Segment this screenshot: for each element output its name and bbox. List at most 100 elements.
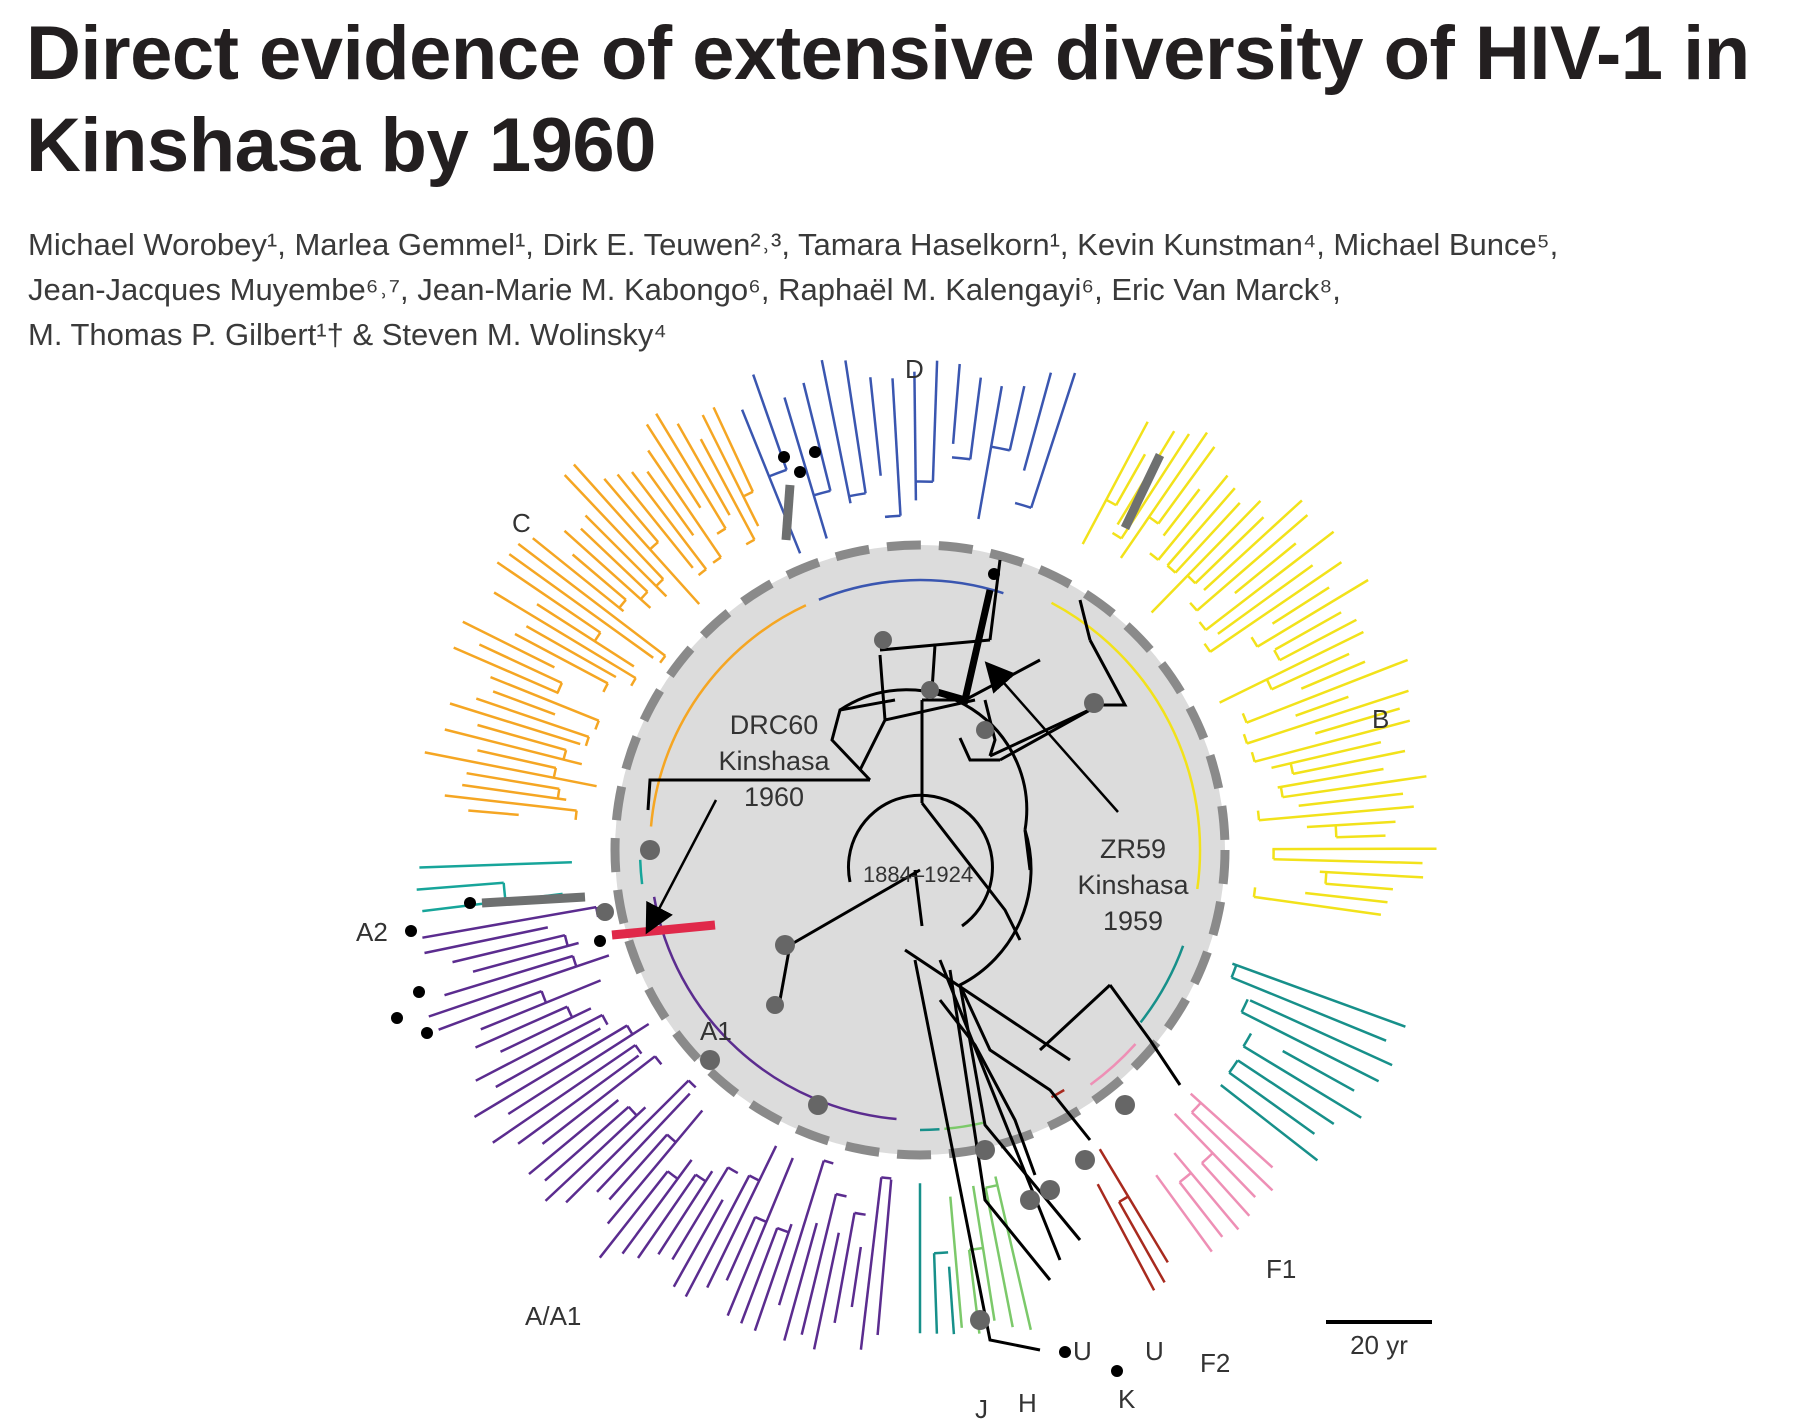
node-arc — [1279, 786, 1284, 798]
tip-branch — [1173, 1112, 1257, 1198]
tip-branch — [859, 1177, 883, 1350]
tip-branch — [833, 1212, 856, 1324]
tip-branch — [706, 1145, 778, 1289]
tip-branch — [475, 1013, 603, 1082]
tip-branch — [725, 1216, 757, 1281]
node-arc — [627, 1105, 638, 1117]
tip-branch — [1196, 514, 1309, 612]
tip-branch — [984, 1187, 1014, 1328]
drc60-arrow — [645, 799, 718, 935]
tip-branch — [1022, 372, 1053, 471]
node-arc — [854, 1211, 866, 1216]
tip-branch — [1256, 578, 1369, 648]
clade-f1-branches — [1139, 945, 1406, 1162]
tip-branch — [1253, 895, 1382, 917]
tip-branch — [1298, 792, 1404, 808]
node-arc — [687, 1079, 697, 1089]
tip-branch — [1274, 611, 1342, 651]
tip-branch — [1098, 1148, 1169, 1264]
clade-label-k: K — [1118, 1384, 1136, 1414]
tip-branch — [994, 1176, 1033, 1331]
tip-branch — [598, 1170, 669, 1259]
tip-branch — [444, 954, 574, 997]
zr59-label-line1: ZR59 — [1100, 834, 1166, 864]
node-arc — [584, 736, 590, 747]
tip-branch — [1157, 474, 1229, 561]
tip-branch — [1314, 707, 1401, 735]
node-arc — [1014, 501, 1032, 509]
clade-h-branches — [944, 1121, 1033, 1334]
tip-branch — [1200, 1162, 1251, 1217]
node-arc — [1166, 564, 1177, 574]
clade-arc — [652, 896, 897, 1121]
node-arc — [1201, 1152, 1214, 1165]
tip-branch — [1231, 962, 1406, 1028]
node-arc — [745, 538, 756, 546]
node-arc — [556, 788, 561, 799]
tip-branch — [477, 749, 557, 770]
tip-branch — [971, 1185, 996, 1321]
node-arc — [754, 1215, 767, 1224]
tip-branch — [1155, 1174, 1213, 1253]
tip-branch — [499, 1007, 592, 1053]
node-arc — [748, 1174, 760, 1182]
node-arc — [1228, 1059, 1239, 1074]
node-arc — [1149, 552, 1159, 561]
tip-branch — [1295, 695, 1349, 717]
tip-branch — [424, 751, 597, 788]
clade-label-j: J — [975, 1394, 988, 1420]
node-arc — [1190, 1101, 1202, 1114]
tip-branch — [636, 1173, 697, 1259]
node-arc — [1230, 964, 1238, 978]
clade-f2-branches — [1089, 1043, 1274, 1253]
tip-branch — [1336, 834, 1386, 839]
clade-b-branches — [1050, 421, 1437, 917]
tip-branch — [496, 561, 602, 634]
node-markers — [596, 631, 1135, 1330]
tip-branch — [608, 1133, 669, 1201]
clade-arc — [818, 578, 1004, 601]
title-line-1: Direct evidence of extensive diversity o… — [26, 11, 1750, 96]
tip-branch — [466, 771, 560, 791]
tip-branch — [1118, 1201, 1166, 1284]
tip-branch — [891, 378, 902, 516]
clade-label-u2: U — [1145, 1336, 1164, 1366]
tip-branch — [603, 477, 660, 543]
tip-branch — [544, 1106, 647, 1202]
tip-branch — [1242, 1045, 1362, 1119]
clade-arc — [1089, 1043, 1137, 1086]
tip-branch — [438, 990, 543, 1031]
clade-label-h: H — [1018, 1388, 1037, 1418]
zr59-label-line2: Kinshasa — [1077, 870, 1189, 900]
tip-branch — [492, 1044, 637, 1144]
tip-branch — [869, 377, 882, 476]
node-arc — [776, 1226, 790, 1234]
tip-branch — [676, 423, 731, 516]
node-arc — [540, 990, 548, 1004]
tip-branch — [528, 1099, 620, 1176]
tip-branch — [1157, 446, 1216, 525]
tip-branch — [1306, 820, 1396, 829]
tip-branch — [580, 527, 649, 593]
tip-branch — [1173, 1152, 1240, 1231]
node-arc — [1189, 601, 1198, 612]
node-arc — [1186, 574, 1197, 585]
title-line-2: Kinshasa by 1960 — [26, 103, 656, 188]
tip-branch — [820, 359, 852, 504]
tip-branch — [699, 438, 756, 541]
tip-branch — [571, 553, 627, 601]
node-arc — [649, 541, 659, 551]
tip-branch — [645, 423, 702, 509]
tip-branch — [1166, 487, 1236, 567]
tip-branch — [493, 591, 637, 680]
node-arc — [1148, 515, 1160, 525]
tip-branch — [1237, 1059, 1335, 1125]
tip-branch — [1008, 385, 1026, 451]
node-arc — [571, 955, 578, 967]
tip-branch — [1217, 564, 1314, 635]
node-arc — [1273, 649, 1281, 661]
tip-branch — [800, 1193, 838, 1335]
tip-branch — [1279, 618, 1357, 662]
node-arc — [1250, 636, 1259, 648]
node-arc — [716, 527, 727, 535]
